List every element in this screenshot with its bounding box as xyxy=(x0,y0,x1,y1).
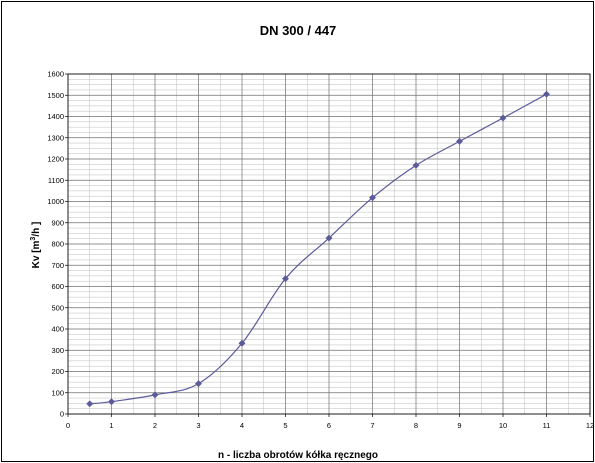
data-point-marker xyxy=(151,391,159,399)
y-tick-label: 600 xyxy=(51,282,64,291)
series xyxy=(86,90,551,408)
x-tick-label: 4 xyxy=(240,421,244,430)
x-tick-label: 8 xyxy=(414,421,418,430)
y-tick-label: 400 xyxy=(51,325,64,334)
y-tick-label: 1300 xyxy=(47,133,64,142)
y-tick-label: 700 xyxy=(51,261,64,270)
grid xyxy=(67,73,591,415)
x-tick-label: 5 xyxy=(283,421,287,430)
y-tick-label: 800 xyxy=(51,240,64,249)
data-point-marker xyxy=(412,161,420,169)
x-axis: 0 1 2 3 4 5 6 7 8 9 10 11 12 xyxy=(66,414,594,430)
x-axis-title: n - liczba obrotów kółka ręcznego xyxy=(218,450,378,461)
y-tick-label: 500 xyxy=(51,303,64,312)
y-tick-label: 1000 xyxy=(47,197,64,206)
x-tick-label: 12 xyxy=(586,421,594,430)
y-tick-label: 200 xyxy=(51,367,64,376)
y-tick-label: 1200 xyxy=(47,155,64,164)
x-tick-label: 0 xyxy=(66,421,70,430)
chart-title: DN 300 / 447 xyxy=(260,23,337,38)
y-axis-title: Kv [m3/h ] xyxy=(30,222,42,269)
data-point-marker xyxy=(499,114,507,122)
y-tick-label: 1100 xyxy=(48,176,64,185)
x-tick-label: 1 xyxy=(109,421,113,430)
data-point-marker xyxy=(281,275,290,283)
data-point-marker xyxy=(107,398,116,406)
y-tick-label: 300 xyxy=(51,346,64,355)
y-tick-label: 1400 xyxy=(47,112,64,121)
y-axis-title-suffix: /h ] xyxy=(31,222,42,237)
x-tick-label: 2 xyxy=(153,421,157,430)
data-point-marker xyxy=(325,234,333,242)
data-point-marker xyxy=(542,90,551,98)
y-tick-label: 1500 xyxy=(47,91,64,100)
x-tick-label: 3 xyxy=(196,421,200,430)
y-axis-title-superscript: 3 xyxy=(30,237,37,241)
y-axis-title-prefix: Kv [m xyxy=(31,240,42,268)
y-tick-label: 100 xyxy=(51,388,64,397)
data-point-marker xyxy=(368,194,377,202)
data-point-marker xyxy=(86,400,94,408)
x-tick-label: 6 xyxy=(327,421,331,430)
data-point-marker xyxy=(194,380,203,388)
x-tick-label: 11 xyxy=(543,421,551,430)
y-axis: 0 100 200 300 400 500 600 700 800 900 1000 1100 1200… xyxy=(47,70,68,419)
y-tick-label: 0 xyxy=(60,410,64,419)
x-tick-label: 9 xyxy=(457,421,461,430)
data-point-marker xyxy=(238,339,246,347)
x-tick-label: 7 xyxy=(370,421,374,430)
x-tick-label: 10 xyxy=(499,421,507,430)
y-tick-label: 900 xyxy=(51,218,64,227)
y-tick-label: 1600 xyxy=(47,70,64,79)
data-point-marker xyxy=(455,137,464,145)
